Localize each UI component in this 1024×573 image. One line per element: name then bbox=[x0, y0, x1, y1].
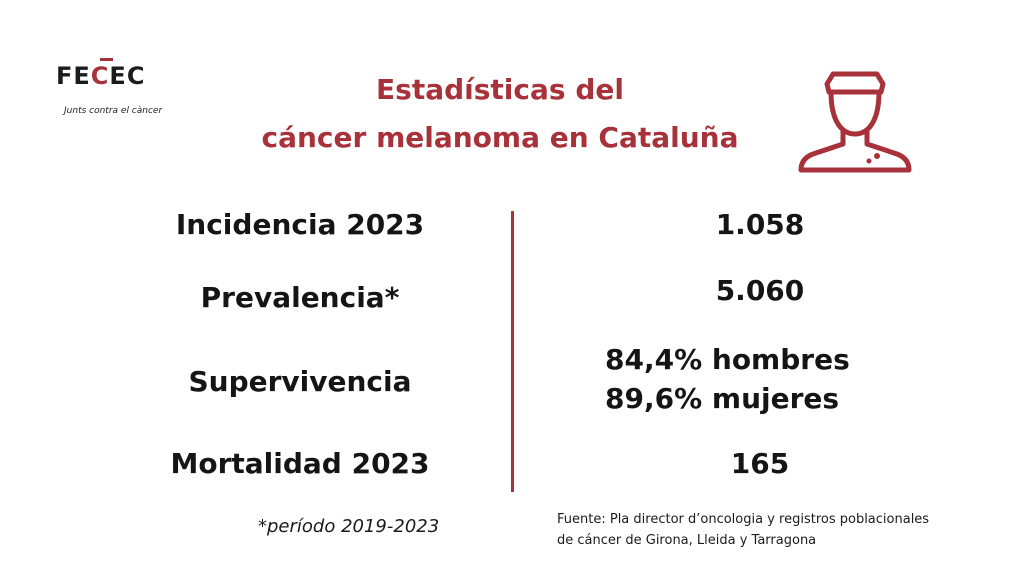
source-note: Fuente: Pla director d’oncologia y regis… bbox=[557, 509, 997, 551]
row-label-prevalencia: Prevalencia* bbox=[200, 281, 400, 314]
row-value-mortalidad: 165 bbox=[730, 447, 790, 480]
fecec-logo: FECEC Junts contra el càncer bbox=[56, 58, 166, 122]
footnote: *período 2019-2023 bbox=[258, 516, 440, 537]
source-line-1: Fuente: Pla director d’oncologia y regis… bbox=[557, 512, 930, 527]
logo-suffix: EC bbox=[109, 62, 146, 90]
row-value-supervivencia-hombres: 84,4% hombres bbox=[605, 343, 850, 376]
logo-accent-bar bbox=[100, 58, 113, 61]
logo-tagline: Junts contra el càncer bbox=[64, 106, 163, 116]
page-title-line-1: Estadísticas del bbox=[376, 73, 624, 106]
row-value-incidencia: 1.058 bbox=[715, 208, 805, 241]
logo-wordmark: FECEC bbox=[56, 62, 145, 90]
column-divider bbox=[511, 211, 514, 492]
logo-middle-letter: C bbox=[90, 62, 110, 90]
person-with-skin-spot-icon bbox=[798, 71, 912, 173]
row-label-mortalidad: Mortalidad 2023 bbox=[170, 447, 430, 480]
page-title-line-2: cáncer melanoma en Cataluña bbox=[261, 121, 739, 154]
logo-prefix: FE bbox=[56, 62, 91, 90]
row-value-supervivencia-mujeres: 89,6% mujeres bbox=[605, 382, 840, 415]
row-value-prevalencia: 5.060 bbox=[715, 274, 805, 307]
source-line-2: de cáncer de Girona, Lleida y Tarragona bbox=[557, 533, 817, 548]
row-label-supervivencia: Supervivencia bbox=[188, 365, 412, 398]
row-label-incidencia: Incidencia 2023 bbox=[175, 208, 425, 241]
